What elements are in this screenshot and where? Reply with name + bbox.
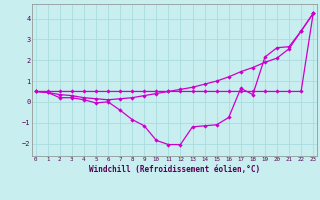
X-axis label: Windchill (Refroidissement éolien,°C): Windchill (Refroidissement éolien,°C) bbox=[89, 165, 260, 174]
